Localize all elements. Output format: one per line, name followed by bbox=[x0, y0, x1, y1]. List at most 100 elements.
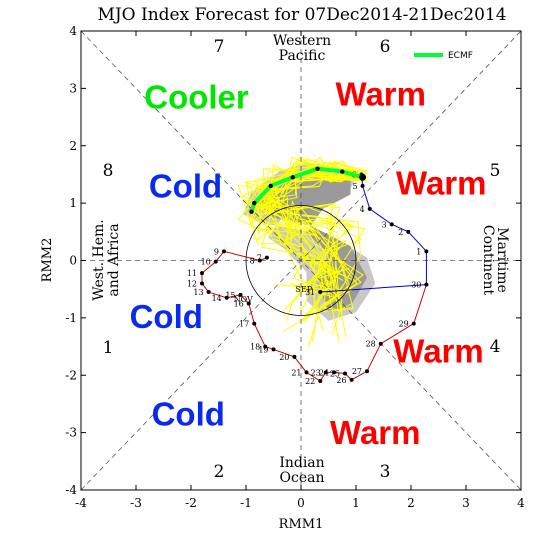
ensemble-member bbox=[244, 156, 360, 322]
track-segment bbox=[223, 250, 260, 261]
track-day-label: 28 bbox=[366, 340, 376, 349]
x-tick-label: -1 bbox=[240, 496, 252, 510]
annotation-warm: Warm bbox=[330, 414, 420, 451]
track-point bbox=[206, 290, 211, 295]
track-point bbox=[411, 321, 416, 326]
track-point bbox=[323, 370, 328, 375]
track-point bbox=[406, 229, 411, 234]
track-point bbox=[200, 281, 204, 286]
ensemble-member bbox=[268, 156, 368, 281]
track-segment bbox=[380, 323, 415, 345]
temperature-annotations: Cooler Warm Cold Warm Cold Warm Cold Warm bbox=[130, 76, 487, 452]
region-maritime-line2: Continent bbox=[480, 225, 496, 296]
region-west-hem-line1: West. Hem. bbox=[91, 219, 107, 300]
track-segment bbox=[294, 356, 307, 373]
track-day-label: 15 bbox=[225, 291, 235, 300]
annotation-warm: Warm bbox=[396, 165, 486, 202]
track-point bbox=[213, 259, 218, 264]
region-maritime-line1: Maritime bbox=[494, 227, 510, 293]
track-point bbox=[200, 271, 204, 276]
track-day-label: 8 bbox=[250, 257, 255, 266]
phase-label-7: 7 bbox=[214, 37, 225, 57]
y-tick-label: 1 bbox=[69, 196, 77, 210]
x-axis-label: RMM1 bbox=[279, 517, 324, 532]
track-day-label: 17 bbox=[239, 320, 249, 329]
track-point bbox=[332, 370, 336, 375]
phase-label-5: 5 bbox=[490, 161, 501, 181]
y-tick-label: -3 bbox=[65, 426, 77, 440]
track-day-label: 24 bbox=[319, 368, 329, 377]
legend-label: ECMF bbox=[448, 51, 473, 61]
track-point bbox=[246, 301, 251, 306]
y-tick-label: 3 bbox=[69, 81, 77, 95]
track-day-label: 20 bbox=[279, 353, 289, 362]
track-point bbox=[292, 354, 297, 359]
region-western-pacific-line1: Western bbox=[273, 33, 331, 49]
x-tick-label: 2 bbox=[407, 496, 415, 510]
track-point bbox=[318, 290, 323, 295]
track-point bbox=[367, 206, 372, 211]
track-point bbox=[365, 369, 369, 374]
track-segment bbox=[413, 284, 427, 324]
y-tick-label: 0 bbox=[69, 254, 77, 268]
track-day-label: 21 bbox=[291, 368, 301, 377]
region-western-pacific-line2: Pacific bbox=[279, 48, 326, 64]
y-tick-label: 4 bbox=[69, 24, 77, 38]
chart-title: MJO Index Forecast for 07Dec2014-21Dec20… bbox=[97, 5, 506, 25]
track-segment bbox=[320, 284, 427, 293]
phase-label-6: 6 bbox=[380, 37, 391, 57]
track-point bbox=[271, 347, 276, 352]
track-segment bbox=[226, 294, 241, 299]
ensemble-member bbox=[270, 161, 361, 302]
ensemble-member bbox=[265, 166, 363, 289]
x-tick-label: -3 bbox=[130, 496, 142, 510]
forecast-point bbox=[252, 200, 257, 206]
track-segment bbox=[366, 343, 382, 372]
track-day-label: 29 bbox=[399, 320, 409, 329]
x-tick-label: 3 bbox=[462, 496, 470, 510]
y-tick-label: -1 bbox=[65, 311, 77, 325]
track-point bbox=[424, 282, 429, 287]
ensemble-member bbox=[255, 167, 368, 321]
legend: ECMF bbox=[414, 51, 473, 61]
forecast-point bbox=[268, 183, 273, 189]
phase-label-3: 3 bbox=[380, 462, 391, 482]
track-day-label: 16 bbox=[234, 300, 244, 309]
phase-diagonal bbox=[80, 30, 522, 491]
forecast-point bbox=[290, 175, 295, 180]
track-segment bbox=[407, 231, 427, 252]
track-day-label: 3 bbox=[382, 220, 387, 229]
month-label: SEP bbox=[295, 285, 312, 294]
track-point bbox=[318, 378, 323, 383]
x-tick-label: 1 bbox=[352, 496, 360, 510]
y-tick-label: -4 bbox=[65, 483, 77, 497]
annotation-cold: Cold bbox=[152, 396, 225, 433]
track-day-label: 30 bbox=[411, 281, 421, 290]
track-point bbox=[389, 222, 394, 227]
x-tick-label: -2 bbox=[185, 496, 197, 510]
track-point bbox=[224, 295, 229, 300]
track-segment bbox=[253, 323, 266, 347]
track-point bbox=[349, 377, 354, 382]
track-day-label: 9 bbox=[214, 247, 219, 256]
track-day-label: 14 bbox=[212, 294, 222, 303]
track-day-label: 13 bbox=[193, 288, 203, 297]
track-day-label: 10 bbox=[201, 258, 211, 267]
track-point bbox=[252, 321, 257, 326]
track-day-label: 1 bbox=[416, 247, 421, 256]
forecast-point bbox=[249, 209, 254, 214]
track-point bbox=[378, 341, 383, 346]
annotation-cold: Cold bbox=[130, 298, 203, 335]
x-tick-label: -4 bbox=[75, 496, 87, 510]
forecast-mean bbox=[249, 166, 367, 214]
phase-label-8: 8 bbox=[103, 161, 114, 181]
track-segment bbox=[362, 185, 371, 210]
track-day-label: 26 bbox=[336, 376, 346, 385]
annotation-warm: Warm bbox=[393, 333, 483, 370]
track-segment bbox=[351, 370, 368, 381]
track-point bbox=[360, 183, 365, 188]
y-axis-label: RMM2 bbox=[40, 238, 55, 283]
track-day-label: 18 bbox=[250, 343, 260, 352]
